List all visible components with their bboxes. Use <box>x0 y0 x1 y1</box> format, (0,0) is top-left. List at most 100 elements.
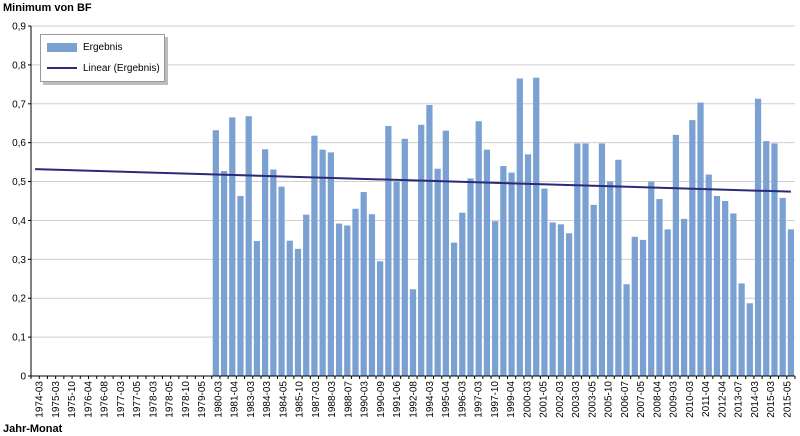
bar <box>319 149 326 376</box>
x-tick-label: 2008-04 <box>652 381 663 418</box>
bar <box>590 204 597 376</box>
x-tick-label: 2001-05 <box>539 381 550 418</box>
x-tick-label: 1978-10 <box>181 381 192 418</box>
bar <box>565 233 573 376</box>
x-tick-label: 2010-03 <box>685 381 696 418</box>
y-tick-label: 0,4 <box>12 216 26 227</box>
x-tick-label: 1976-04 <box>83 381 94 418</box>
bar <box>582 143 589 376</box>
x-tick-label: 1991-06 <box>392 381 403 418</box>
bar <box>409 289 417 376</box>
x-tick-label: 1978-03 <box>148 381 159 418</box>
x-axis-title: Jahr-Monat <box>3 423 63 435</box>
x-tick-label: 1997-03 <box>474 381 485 418</box>
axes <box>28 25 796 379</box>
bar <box>418 124 425 377</box>
y-tick-label: 0,6 <box>12 138 26 149</box>
bar <box>639 239 647 376</box>
bar <box>722 201 729 376</box>
bar <box>377 261 384 376</box>
x-tick-label: 2005-10 <box>604 381 615 418</box>
x-tick-label: 2011-04 <box>701 381 712 417</box>
bar <box>533 77 540 376</box>
bar <box>385 125 392 376</box>
bars <box>212 77 795 377</box>
bar <box>278 186 285 376</box>
x-tick-label: 1981-04 <box>230 381 241 418</box>
x-tick-label: 1983-03 <box>246 381 257 418</box>
bar <box>787 229 795 376</box>
bar <box>500 166 507 376</box>
bar <box>746 303 753 376</box>
x-tick-label: 1974-03 <box>35 381 46 418</box>
x-tick-label: 1980-03 <box>213 381 224 418</box>
x-tick-label: 2009-03 <box>669 381 680 418</box>
bar <box>360 192 367 376</box>
bar <box>393 181 400 376</box>
x-tick-label: 1977-03 <box>116 381 127 418</box>
bar <box>368 214 376 376</box>
x-tick-label: 1985-10 <box>295 381 306 418</box>
legend-item-ergebnis: Ergebnis <box>47 40 122 54</box>
x-tick-label: 1976-08 <box>100 381 111 418</box>
bar <box>705 174 712 376</box>
x-tick-label: 2012-04 <box>717 381 728 418</box>
bar <box>294 248 302 376</box>
legend-line-swatch <box>47 67 77 69</box>
x-tick-label: 1978-05 <box>165 381 176 418</box>
x-tick-label: 2003-05 <box>587 381 598 418</box>
bar <box>459 212 466 376</box>
bar <box>508 172 515 376</box>
bar <box>779 197 786 376</box>
bar <box>492 221 499 376</box>
x-tick-label: 1979-05 <box>197 381 208 418</box>
bar <box>648 181 655 376</box>
y-tick-label: 0,8 <box>12 60 26 71</box>
x-tick-label: 1975-10 <box>67 381 78 418</box>
y-tick-labels: 0 0,1 0,2 0,3 0,4 0,5 0,6 0,7 0,8 0,9 <box>12 22 26 383</box>
legend-bar-swatch <box>47 42 77 52</box>
bar <box>303 214 310 376</box>
bar <box>557 224 564 376</box>
x-tick-label: 1977-05 <box>132 381 143 418</box>
bar <box>598 143 606 376</box>
bar <box>262 149 269 376</box>
x-tick-label: 2002-03 <box>555 381 566 418</box>
x-tick-label: 1994-03 <box>425 381 436 418</box>
bar <box>401 138 408 376</box>
bar <box>270 169 277 376</box>
bar <box>754 98 762 376</box>
y-tick-label: 0,7 <box>12 99 26 110</box>
y-tick-label: 0,1 <box>12 333 26 344</box>
bar <box>623 284 630 376</box>
bar <box>738 283 745 376</box>
bar <box>672 134 680 376</box>
x-tick-label: 1990-09 <box>376 381 387 418</box>
bar <box>344 225 351 376</box>
bar <box>574 143 581 376</box>
bar <box>516 78 523 376</box>
x-tick-label: 1988-07 <box>343 381 354 418</box>
x-tick-label: 1984-05 <box>278 381 289 418</box>
x-tick-label: 2000-03 <box>522 381 533 418</box>
bar <box>467 178 474 376</box>
bar <box>426 104 433 376</box>
bar <box>730 213 737 376</box>
legend-label-ergebnis: Ergebnis <box>83 41 123 53</box>
bar <box>689 120 696 376</box>
x-tick-label: 2015-03 <box>766 381 777 418</box>
x-tick-label: 1988-03 <box>327 381 338 418</box>
bar <box>212 130 219 376</box>
bar <box>475 121 482 377</box>
x-tick-label: 1996-03 <box>457 381 468 418</box>
x-tick-label: 1987-03 <box>311 381 322 418</box>
x-tick-label: 1997-10 <box>490 381 501 418</box>
y-tick-label: 0 <box>20 372 26 383</box>
trend-line <box>35 168 791 193</box>
bar <box>680 218 688 376</box>
bar <box>229 117 236 376</box>
x-tick-label: 2003-03 <box>571 381 582 418</box>
x-tick-label: 1984-03 <box>262 381 273 418</box>
legend: Ergebnis Linear (Ergebnis) <box>40 34 165 82</box>
bar <box>771 143 778 376</box>
